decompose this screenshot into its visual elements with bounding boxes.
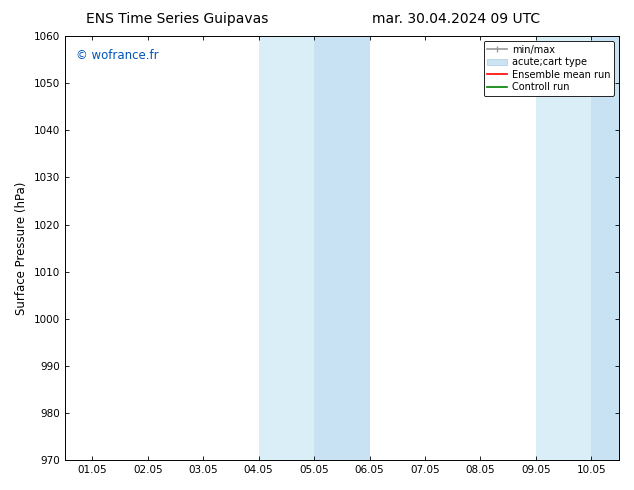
Bar [536, 36, 592, 460]
Text: © wofrance.fr: © wofrance.fr [75, 49, 158, 62]
Y-axis label: Surface Pressure (hPa): Surface Pressure (hPa) [15, 181, 28, 315]
Legend: min/max, acute;cart type, Ensemble mean run, Controll run: min/max, acute;cart type, Ensemble mean … [484, 41, 614, 96]
Bar [314, 36, 370, 460]
Bar [259, 36, 314, 460]
Bar [592, 36, 619, 460]
Text: ENS Time Series Guipavas: ENS Time Series Guipavas [86, 12, 269, 26]
Text: mar. 30.04.2024 09 UTC: mar. 30.04.2024 09 UTC [372, 12, 541, 26]
Title: ENS Time Series Guipavas        mar. 30.04.2024 09 UTC: ENS Time Series Guipavas mar. 30.04.2024… [0, 489, 1, 490]
